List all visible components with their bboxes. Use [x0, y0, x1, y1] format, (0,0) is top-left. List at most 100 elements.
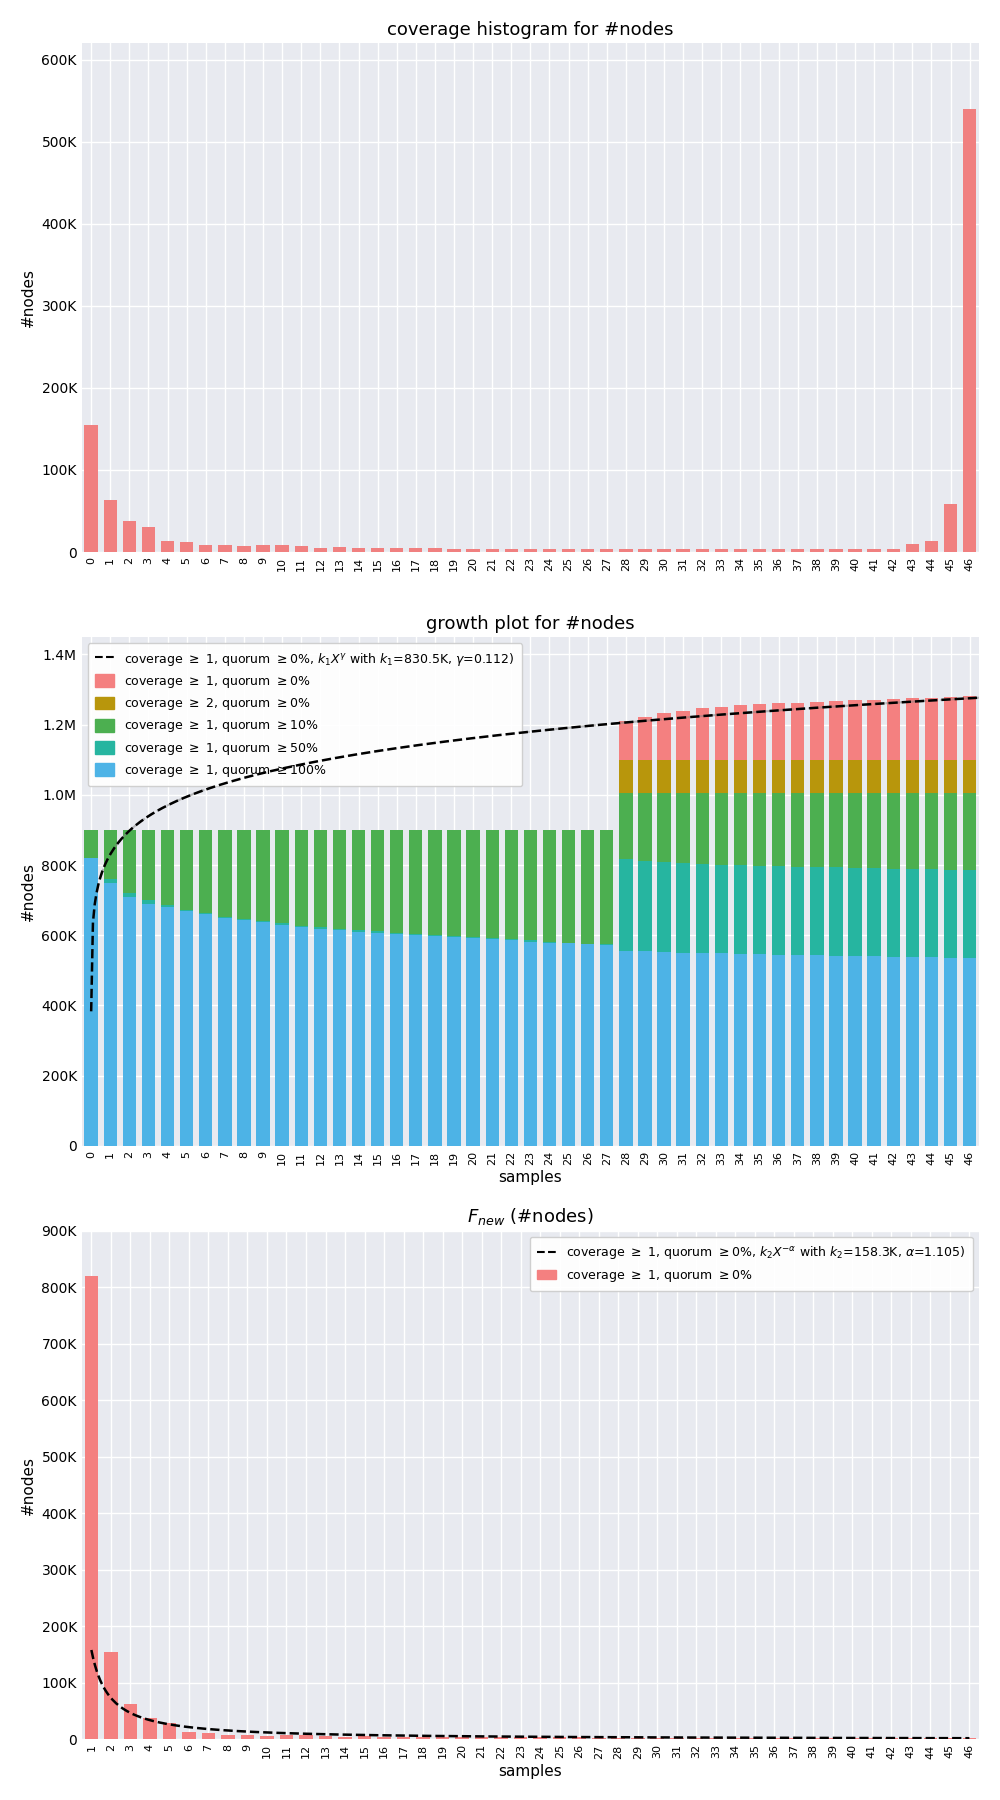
Bar: [447, 549, 461, 553]
Bar: [791, 760, 804, 794]
Bar: [180, 542, 193, 553]
Bar: [124, 1705, 137, 1739]
Bar: [676, 760, 690, 794]
Bar: [943, 1737, 957, 1739]
Bar: [787, 1737, 801, 1739]
Legend: coverage $\geq$ 1, quorum $\geq$0%, $k_1X^\gamma$ with $k_1$=830.5K, $\gamma$=0.: coverage $\geq$ 1, quorum $\geq$0%, $k_1…: [88, 643, 522, 787]
Bar: [638, 760, 652, 794]
Bar: [505, 830, 518, 940]
Bar: [371, 830, 384, 931]
Bar: [963, 869, 976, 958]
Bar: [390, 830, 403, 932]
Bar: [631, 1737, 645, 1739]
Bar: [358, 1737, 371, 1739]
Bar: [848, 700, 862, 760]
Bar: [256, 830, 270, 922]
Bar: [772, 866, 785, 954]
Bar: [829, 794, 843, 868]
Bar: [319, 1735, 332, 1739]
Bar: [256, 922, 270, 1147]
Bar: [734, 760, 747, 794]
Bar: [486, 830, 499, 938]
Bar: [161, 830, 174, 905]
Bar: [199, 545, 212, 553]
Bar: [867, 956, 881, 1147]
Bar: [104, 882, 117, 1147]
Bar: [657, 713, 671, 760]
Bar: [163, 1723, 176, 1739]
Bar: [455, 1737, 469, 1739]
Bar: [696, 954, 709, 1147]
Bar: [696, 549, 709, 553]
Bar: [581, 830, 594, 943]
Bar: [638, 549, 652, 553]
Bar: [715, 864, 728, 954]
Bar: [466, 830, 480, 938]
Bar: [696, 709, 709, 760]
Bar: [867, 760, 881, 794]
Bar: [562, 830, 575, 943]
Bar: [848, 868, 862, 956]
Bar: [314, 929, 327, 1147]
Bar: [241, 1735, 254, 1739]
Bar: [689, 1737, 703, 1739]
Bar: [84, 830, 98, 859]
Bar: [237, 920, 251, 1147]
Bar: [581, 549, 594, 553]
Bar: [944, 794, 957, 869]
Bar: [256, 545, 270, 553]
Bar: [734, 706, 747, 760]
Bar: [676, 794, 690, 864]
Bar: [657, 952, 671, 1147]
Bar: [142, 900, 155, 904]
Bar: [829, 956, 843, 1147]
Bar: [142, 904, 155, 1147]
Bar: [925, 869, 938, 958]
Bar: [123, 893, 136, 896]
Bar: [142, 830, 155, 900]
Bar: [650, 1737, 664, 1739]
Bar: [963, 108, 976, 553]
Bar: [466, 938, 480, 1147]
Bar: [592, 1737, 606, 1739]
Bar: [963, 1737, 976, 1739]
Bar: [85, 1276, 98, 1739]
Bar: [619, 950, 633, 1147]
Bar: [428, 830, 442, 936]
Bar: [600, 549, 613, 553]
Bar: [572, 1737, 586, 1739]
Bar: [581, 945, 594, 1147]
Bar: [397, 1737, 410, 1739]
Bar: [657, 794, 671, 862]
Bar: [352, 547, 365, 553]
Bar: [826, 1737, 840, 1739]
Bar: [161, 907, 174, 1147]
Bar: [494, 1737, 508, 1739]
Bar: [562, 549, 575, 553]
Bar: [904, 1737, 918, 1739]
Bar: [514, 1737, 527, 1739]
Bar: [486, 940, 499, 1147]
Bar: [867, 700, 881, 760]
Bar: [676, 711, 690, 760]
Bar: [611, 1737, 625, 1739]
Bar: [161, 540, 174, 553]
Bar: [829, 760, 843, 794]
Bar: [791, 549, 804, 553]
Bar: [753, 704, 766, 760]
Bar: [84, 425, 98, 553]
Bar: [600, 945, 613, 1147]
Bar: [734, 549, 747, 553]
Bar: [295, 547, 308, 553]
Bar: [562, 943, 575, 1147]
Bar: [944, 958, 957, 1147]
Bar: [963, 760, 976, 794]
Bar: [447, 830, 461, 936]
Bar: [734, 794, 747, 866]
Bar: [867, 868, 881, 956]
X-axis label: samples: samples: [499, 1170, 562, 1186]
Bar: [275, 830, 289, 923]
Bar: [218, 830, 232, 916]
Bar: [299, 1735, 313, 1739]
Bar: [619, 549, 633, 553]
